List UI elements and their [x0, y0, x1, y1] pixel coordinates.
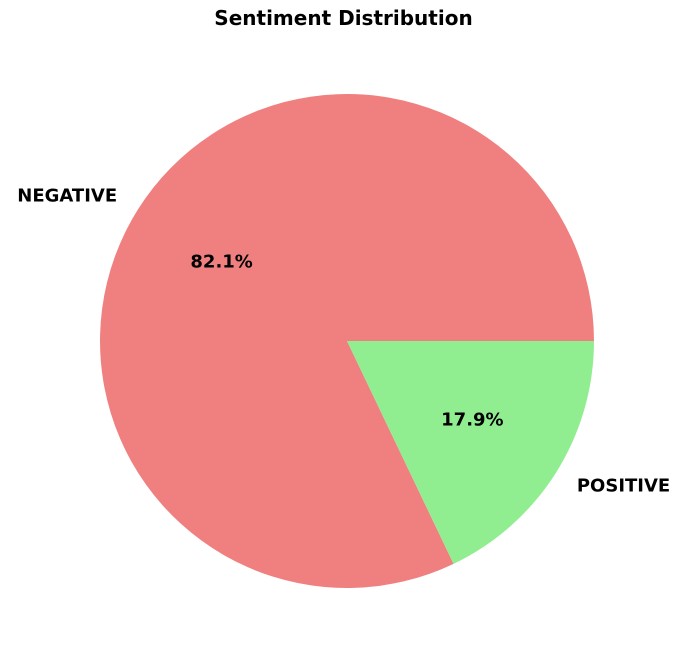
category-label-negative: NEGATIVE — [17, 186, 117, 207]
chart-title: Sentiment Distribution — [214, 6, 473, 30]
category-label-positive: POSITIVE — [577, 475, 670, 496]
pie-slices — [100, 94, 594, 588]
pct-label-positive: 17.9% — [441, 410, 503, 431]
pie-labels: 82.1% NEGATIVE 17.9% POSITIVE — [17, 186, 670, 497]
pie-slice-positive — [347, 341, 594, 564]
pct-label-negative: 82.1% — [190, 251, 252, 272]
